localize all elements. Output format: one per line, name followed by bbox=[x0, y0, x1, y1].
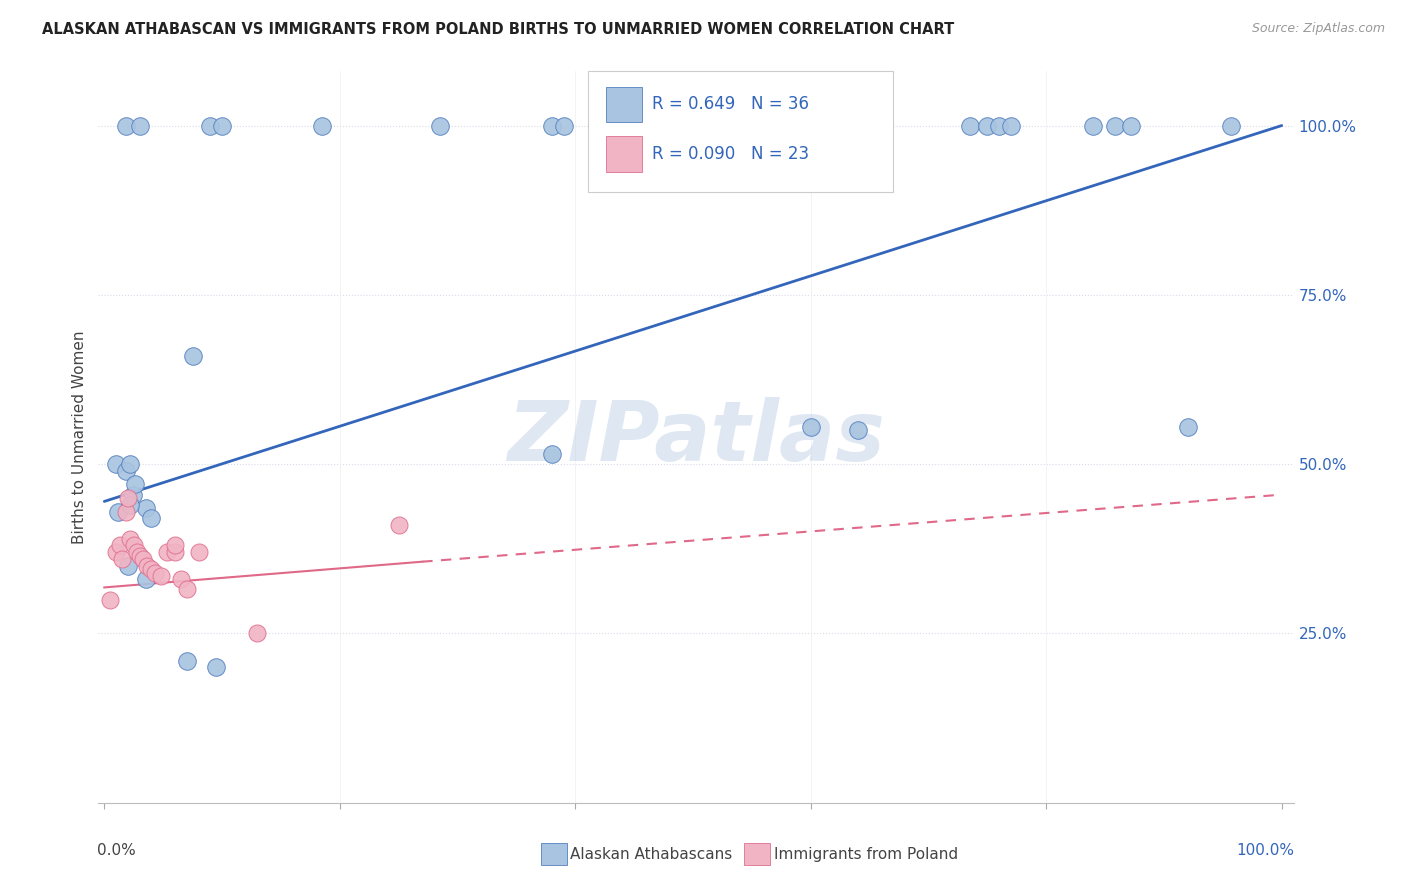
Point bbox=[117, 491, 139, 505]
Point bbox=[107, 505, 129, 519]
Point bbox=[156, 545, 179, 559]
Point bbox=[132, 552, 155, 566]
Point bbox=[114, 119, 136, 133]
Point bbox=[1000, 119, 1022, 133]
Text: Alaskan Athabascans: Alaskan Athabascans bbox=[571, 847, 733, 862]
Point bbox=[134, 501, 156, 516]
Point bbox=[122, 538, 145, 552]
Point bbox=[108, 538, 131, 552]
Point bbox=[141, 511, 163, 525]
Point bbox=[211, 119, 233, 133]
Point bbox=[388, 518, 411, 533]
Point bbox=[121, 488, 143, 502]
Y-axis label: Births to Unmarried Women: Births to Unmarried Women bbox=[72, 330, 87, 544]
Point bbox=[846, 423, 869, 437]
Point bbox=[1083, 119, 1105, 133]
Point bbox=[176, 582, 198, 597]
Point bbox=[120, 498, 142, 512]
FancyBboxPatch shape bbox=[606, 87, 643, 122]
FancyBboxPatch shape bbox=[744, 843, 770, 865]
Point bbox=[988, 119, 1011, 133]
Point bbox=[1119, 119, 1142, 133]
Point bbox=[128, 549, 150, 563]
Point bbox=[859, 119, 882, 133]
Point bbox=[959, 119, 981, 133]
Point bbox=[176, 654, 198, 668]
Point bbox=[1220, 119, 1243, 133]
Point bbox=[311, 119, 333, 133]
Point bbox=[135, 558, 157, 573]
Text: Source: ZipAtlas.com: Source: ZipAtlas.com bbox=[1251, 22, 1385, 36]
Point bbox=[1177, 420, 1199, 434]
Point bbox=[143, 566, 166, 580]
FancyBboxPatch shape bbox=[588, 71, 893, 192]
Point bbox=[163, 545, 186, 559]
Text: ZIPatlas: ZIPatlas bbox=[508, 397, 884, 477]
Text: R = 0.649   N = 36: R = 0.649 N = 36 bbox=[652, 95, 808, 113]
Point bbox=[246, 626, 269, 640]
Point bbox=[976, 119, 998, 133]
Point bbox=[111, 552, 134, 566]
Point bbox=[105, 545, 128, 559]
Point bbox=[429, 119, 451, 133]
Point bbox=[124, 477, 146, 491]
Point bbox=[800, 420, 823, 434]
Text: R = 0.090   N = 23: R = 0.090 N = 23 bbox=[652, 145, 808, 163]
Point bbox=[170, 572, 193, 586]
Point bbox=[540, 119, 562, 133]
FancyBboxPatch shape bbox=[606, 136, 643, 171]
FancyBboxPatch shape bbox=[540, 843, 567, 865]
Point bbox=[835, 119, 858, 133]
Point bbox=[98, 592, 121, 607]
Point bbox=[141, 562, 163, 576]
Point bbox=[128, 119, 150, 133]
Point bbox=[540, 447, 562, 461]
Point bbox=[149, 569, 172, 583]
Text: Immigrants from Poland: Immigrants from Poland bbox=[773, 847, 957, 862]
Point bbox=[163, 538, 186, 552]
Point bbox=[187, 545, 209, 559]
Point bbox=[134, 572, 156, 586]
Point bbox=[553, 119, 575, 133]
Text: ALASKAN ATHABASCAN VS IMMIGRANTS FROM POLAND BIRTHS TO UNMARRIED WOMEN CORRELATI: ALASKAN ATHABASCAN VS IMMIGRANTS FROM PO… bbox=[42, 22, 955, 37]
Point bbox=[1104, 119, 1126, 133]
Point bbox=[127, 545, 149, 559]
Point bbox=[117, 558, 139, 573]
Point bbox=[200, 119, 222, 133]
Point bbox=[205, 660, 228, 674]
Text: 100.0%: 100.0% bbox=[1237, 843, 1295, 858]
Point bbox=[114, 464, 136, 478]
Point bbox=[105, 457, 128, 471]
Point bbox=[114, 505, 136, 519]
Text: 0.0%: 0.0% bbox=[97, 843, 136, 858]
Point bbox=[181, 349, 204, 363]
Point bbox=[120, 457, 142, 471]
Point bbox=[120, 532, 142, 546]
